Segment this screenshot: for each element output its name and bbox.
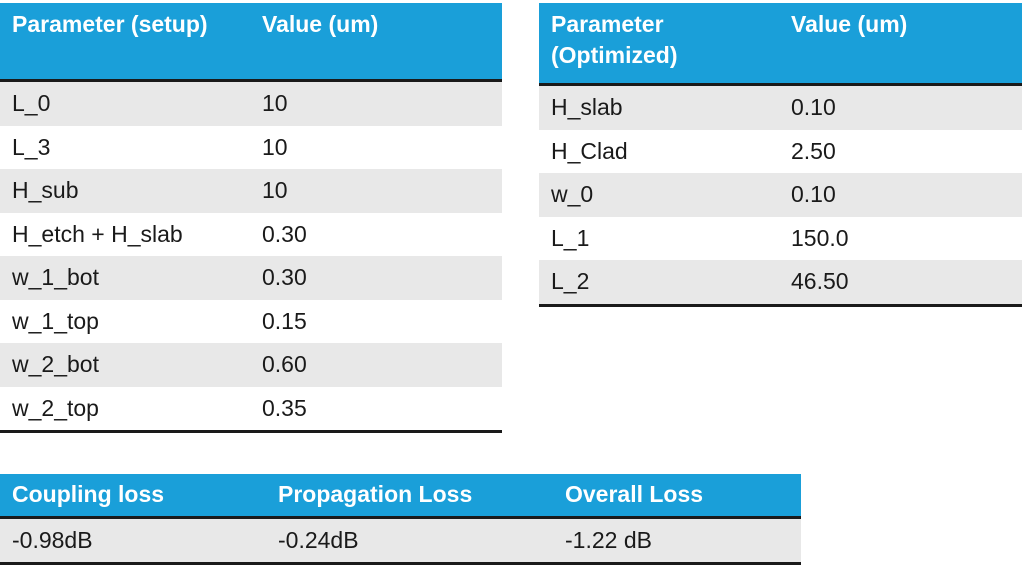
value-cell: 0.15	[250, 299, 502, 343]
table-row: w_2_bot 0.60	[0, 343, 502, 387]
propagation-loss-value: -0.24dB	[266, 517, 553, 565]
value-cell: 0.30	[250, 212, 502, 256]
parameter-cell: w_2_bot	[0, 343, 250, 387]
table-row: L_3 10	[0, 125, 502, 169]
column-header-propagation-loss: Propagation Loss	[266, 474, 553, 519]
table-row: H_Clad 2.50	[539, 129, 1022, 173]
parameter-cell: H_Clad	[539, 129, 779, 173]
overall-loss-value: -1.22 dB	[553, 517, 801, 565]
optimized-parameters-table: Parameter (Optimized) Value (um) H_slab …	[539, 3, 1022, 307]
value-cell: 0.10	[779, 173, 1022, 217]
column-header-parameter: Parameter (setup)	[0, 3, 250, 82]
parameter-cell: w_1_top	[0, 299, 250, 343]
value-cell: 0.35	[250, 386, 502, 433]
table-header-row: Coupling loss Propagation Loss Overall L…	[0, 474, 801, 519]
table-row: w_2_top 0.35	[0, 386, 502, 433]
value-cell: 2.50	[779, 129, 1022, 173]
table-row: H_sub 10	[0, 169, 502, 213]
table-header-row: Parameter (Optimized) Value (um)	[539, 3, 1022, 86]
table-row: -0.98dB -0.24dB -1.22 dB	[0, 517, 801, 565]
value-cell: 10	[250, 80, 502, 126]
coupling-loss-value: -0.98dB	[0, 517, 266, 565]
column-header-value: Value (um)	[779, 3, 1022, 86]
parameter-cell: L_1	[539, 216, 779, 260]
column-header-value: Value (um)	[250, 3, 502, 82]
value-cell: 0.10	[779, 84, 1022, 130]
parameter-cell: H_slab	[539, 84, 779, 130]
parameter-cell: w_2_top	[0, 386, 250, 433]
table-row: L_2 46.50	[539, 260, 1022, 307]
loss-summary-table: Coupling loss Propagation Loss Overall L…	[0, 474, 801, 565]
parameter-cell: w_0	[539, 173, 779, 217]
parameter-cell: H_etch + H_slab	[0, 212, 250, 256]
table-row: w_1_top 0.15	[0, 299, 502, 343]
parameter-cell: L_2	[539, 260, 779, 307]
table-row: w_1_bot 0.30	[0, 256, 502, 300]
table-row: w_0 0.10	[539, 173, 1022, 217]
parameter-cell: w_1_bot	[0, 256, 250, 300]
value-cell: 150.0	[779, 216, 1022, 260]
table-row: L_1 150.0	[539, 216, 1022, 260]
table-row: H_etch + H_slab 0.30	[0, 212, 502, 256]
table-row: H_slab 0.10	[539, 84, 1022, 130]
setup-parameters-table: Parameter (setup) Value (um) L_0 10 L_3 …	[0, 3, 502, 433]
parameter-cell: L_0	[0, 80, 250, 126]
value-cell: 0.60	[250, 343, 502, 387]
value-cell: 0.30	[250, 256, 502, 300]
column-header-coupling-loss: Coupling loss	[0, 474, 266, 519]
column-header-overall-loss: Overall Loss	[553, 474, 801, 519]
column-header-parameter: Parameter (Optimized)	[539, 3, 779, 86]
value-cell: 10	[250, 169, 502, 213]
table-row: L_0 10	[0, 80, 502, 126]
value-cell: 46.50	[779, 260, 1022, 307]
table-header-row: Parameter (setup) Value (um)	[0, 3, 502, 82]
parameter-cell: L_3	[0, 125, 250, 169]
value-cell: 10	[250, 125, 502, 169]
parameter-cell: H_sub	[0, 169, 250, 213]
